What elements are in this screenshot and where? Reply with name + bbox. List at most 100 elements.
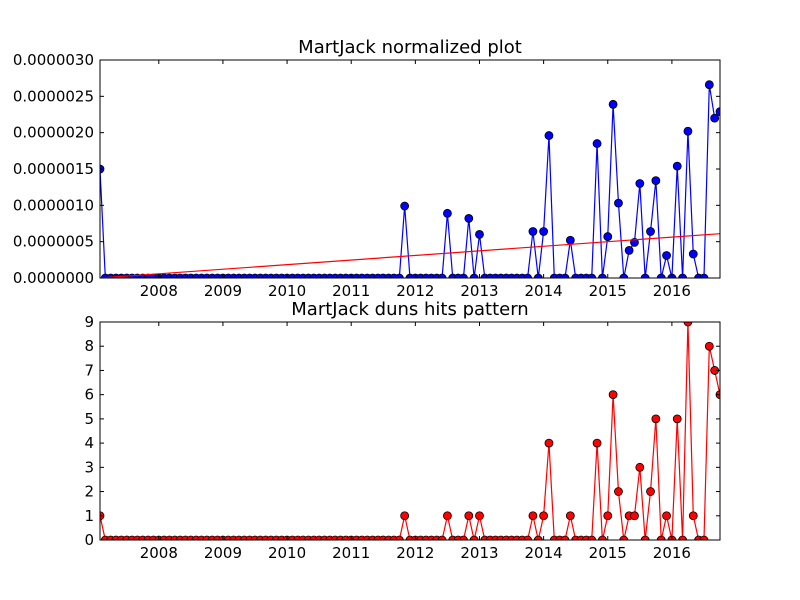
data-point	[459, 273, 468, 278]
data-point	[533, 535, 543, 540]
data-point	[400, 511, 410, 521]
y-tick-label: 7	[84, 361, 94, 379]
data-point	[699, 535, 709, 540]
data-point	[646, 487, 655, 496]
data-point	[651, 414, 661, 424]
data-point	[560, 535, 570, 540]
data-point	[544, 131, 554, 140]
y-tick-label: 8	[84, 337, 94, 355]
data-point	[678, 535, 687, 540]
x-tick-label: 2008	[140, 544, 178, 562]
y-tick-label: 1	[84, 507, 94, 525]
x-tick-label: 2016	[653, 544, 691, 562]
data-point	[560, 273, 570, 278]
data-point	[533, 273, 543, 278]
x-tick-label: 2012	[396, 544, 434, 562]
data-point	[400, 201, 410, 211]
data-point	[688, 511, 698, 521]
data-point	[683, 126, 693, 136]
data-point	[437, 273, 447, 278]
chart-title: MartJack duns hits pattern	[291, 299, 528, 320]
plot-area	[100, 80, 720, 278]
data-point	[608, 99, 618, 109]
y-tick-label: 0.0000005	[13, 233, 94, 251]
x-tick-label: 2015	[589, 282, 627, 300]
axes-frame	[99, 321, 721, 541]
chart-title: MartJack normalized plot	[298, 37, 522, 58]
data-point	[592, 438, 602, 448]
data-point	[624, 245, 634, 255]
x-tick-label: 2009	[204, 282, 242, 300]
data-point	[469, 535, 479, 540]
data-point	[539, 227, 549, 236]
chart-panel-2: MartJack duns hits pattern 2008 2009 2010 20…	[84, 299, 721, 562]
x-tick-label: 2008	[140, 282, 178, 300]
data-point	[443, 511, 452, 521]
y-tick-label: 6	[84, 386, 94, 404]
y-tick-label: 0.0000030	[13, 51, 94, 69]
y-tick-label: 5	[84, 410, 94, 428]
x-tick-label: 2013	[460, 544, 498, 562]
data-point	[539, 511, 549, 521]
plot-area	[100, 322, 720, 540]
chart-panel-1: MartJack normalized plot 2008 2009 2010 2011…	[13, 37, 721, 300]
data-point	[528, 511, 538, 521]
data-point	[640, 535, 650, 540]
data-point	[704, 80, 714, 90]
x-tick-label: 2011	[332, 544, 370, 562]
data-point	[619, 535, 629, 540]
data-point	[688, 249, 698, 259]
x-tick-label: 2009	[204, 544, 242, 562]
data-point	[523, 273, 532, 278]
data-point	[683, 322, 693, 327]
x-tick-label: 2014	[525, 544, 563, 562]
y-tick-label: 0.0000000	[13, 269, 94, 287]
data-point	[475, 511, 484, 521]
series-line-1	[100, 84, 720, 278]
data-point	[651, 176, 661, 186]
data-point	[662, 251, 671, 260]
data-point	[678, 273, 687, 278]
data-point	[619, 273, 629, 278]
data-point	[394, 273, 404, 278]
data-point	[459, 535, 468, 540]
data-point	[443, 208, 452, 218]
data-point	[656, 273, 666, 278]
data-point	[437, 535, 447, 540]
x-tick-label: 2016	[653, 282, 691, 300]
data-point	[394, 535, 404, 540]
data-point	[469, 273, 479, 278]
data-point	[614, 198, 623, 208]
data-point	[662, 511, 671, 521]
data-point	[565, 511, 575, 521]
data-point	[635, 462, 645, 472]
x-tick-label: 2013	[460, 282, 498, 300]
data-point	[475, 229, 484, 239]
y-tick-label: 0.0000020	[13, 124, 94, 142]
data-point	[603, 511, 613, 521]
data-point	[523, 535, 532, 540]
x-tick-label: 2011	[332, 282, 370, 300]
data-point	[715, 107, 720, 116]
data-point	[672, 161, 682, 171]
data-point	[544, 438, 554, 448]
data-point	[672, 414, 682, 424]
data-point	[640, 273, 650, 278]
y-tick-label: 9	[84, 313, 94, 331]
data-point	[646, 227, 655, 236]
data-point	[608, 390, 618, 400]
data-point	[699, 273, 709, 278]
x-tick-label: 2010	[268, 544, 306, 562]
data-point	[464, 214, 474, 223]
y-tick-label: 0	[84, 531, 94, 549]
data-point	[603, 232, 613, 241]
x-tick-label: 2015	[589, 544, 627, 562]
series-line-2	[100, 233, 720, 278]
data-point	[587, 273, 597, 278]
data-point	[565, 235, 575, 245]
y-tick-label: 0.0000010	[13, 196, 94, 214]
data-point	[710, 113, 720, 123]
y-tick-label: 0.0000025	[13, 87, 94, 105]
